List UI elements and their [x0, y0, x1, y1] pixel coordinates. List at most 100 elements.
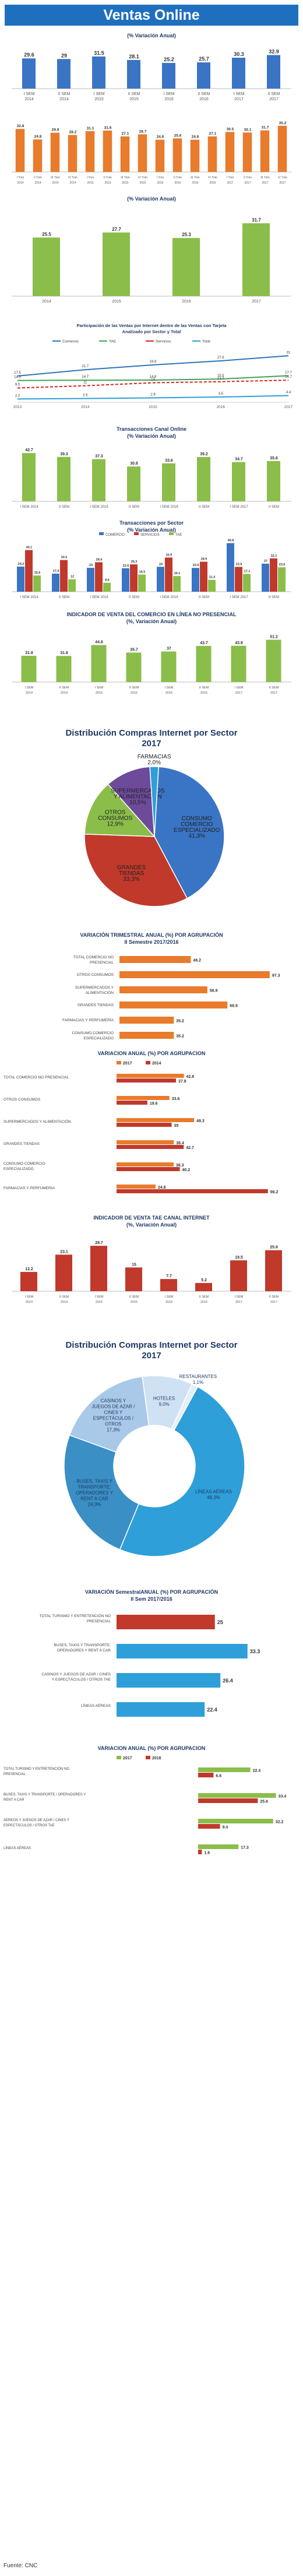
data-label: 97.3 — [272, 974, 280, 978]
data-label: 29.9 — [52, 128, 59, 132]
slice-label: 10,5% — [129, 799, 146, 806]
chart-annual-tae-by-group: VARIACION ANUAL (%) POR AGRUPACION 2017 20… — [3, 1745, 286, 1855]
tick-label: I SEM 2017 — [230, 596, 248, 599]
data-label: 28.7 — [139, 129, 147, 133]
bar — [196, 646, 212, 682]
data-label: 25.7 — [199, 56, 209, 62]
series-line — [17, 395, 289, 400]
chart-title: (%, Variación Anual) — [126, 1222, 177, 1228]
legend-label: COMERCIO — [105, 533, 125, 537]
tick-label: I SEM — [165, 686, 174, 690]
chart-panel-6: Transacciones por Sector (% Variación Anu… — [0, 519, 303, 606]
tick-label: II SEM — [199, 686, 209, 690]
bar — [85, 131, 95, 172]
chart-title: (%, Variación Anual) — [126, 618, 177, 624]
data-label: 9.4 — [223, 1826, 228, 1830]
data-label: 31.8 — [25, 651, 33, 655]
chart-title: INDICADOR DE VENTA TAE CANAL INTERNET — [93, 1215, 210, 1221]
data-label: 33.3 — [250, 1649, 260, 1654]
data-label: 31.5 — [94, 50, 104, 56]
legend-swatch — [169, 532, 174, 535]
bar — [117, 1078, 177, 1083]
tick-label: 2014 — [24, 97, 34, 101]
bar — [92, 459, 105, 501]
chart-title: 2017 — [142, 1351, 161, 1361]
chart-title: VARIACIÓN SemestralANUAL (%) POR AGRUPAC… — [85, 1589, 218, 1595]
bar — [260, 130, 270, 172]
slice-label: Y ALIMENTACIÓN — [114, 792, 162, 800]
chart-pie-distribution-1: Distribución Compras Internet por Sector… — [65, 728, 238, 907]
category-label: CASINOS Y JUEGOS DE AZAR / CINES — [41, 1672, 111, 1677]
slice-label: 2,0% — [147, 760, 161, 766]
data-label: 12.2 — [25, 1267, 33, 1271]
bar — [57, 59, 71, 89]
data-label: 33.6 — [172, 1097, 180, 1101]
data-label: 34.7 — [235, 458, 243, 462]
chart-title: Distribución Compras Internet por Sector — [65, 1340, 237, 1350]
pie-slice — [154, 766, 225, 899]
data-label: 14.7 — [285, 375, 292, 379]
bar — [265, 1250, 282, 1291]
data-label: 42.7 — [186, 1146, 194, 1150]
slice-label: 48,3% — [207, 1495, 220, 1500]
bar — [90, 1246, 107, 1291]
tick-label: 2014 — [81, 405, 90, 409]
pie-slice — [84, 834, 188, 907]
tick-label: II Trim — [104, 176, 112, 180]
data-label: 56.9 — [210, 989, 218, 993]
chart-title: Transacciones por Sector — [119, 520, 184, 526]
bar — [198, 1798, 258, 1803]
chart-title: Analizado por Sector y Total — [122, 329, 181, 335]
bar — [33, 237, 60, 296]
tick-label: 2014 — [26, 1301, 33, 1304]
data-label: 27 — [264, 560, 267, 563]
bar — [117, 1644, 248, 1658]
slice-label: ESPECIALIZADO — [174, 827, 220, 834]
bar — [270, 558, 277, 592]
legend-label: 2017 — [123, 1756, 132, 1760]
bar — [192, 568, 199, 592]
tick-label: 2015 — [87, 181, 93, 185]
bar — [208, 579, 216, 592]
data-label: 24.6 — [157, 135, 164, 139]
tick-label: II SEM — [269, 686, 279, 690]
data-label: 32.2 — [276, 1821, 284, 1825]
data-label: 17.7 — [285, 371, 292, 374]
data-label: 30.8 — [130, 462, 138, 466]
category-label: CONSUMO COMERCIO — [3, 1162, 45, 1166]
data-label: 14.5 — [14, 376, 21, 379]
bar — [117, 1140, 174, 1144]
bar — [126, 652, 142, 682]
tick-label: II SEM — [128, 92, 140, 96]
tick-label: 2015 — [131, 691, 138, 695]
chart-panel-9: VARIACIÓN TRIMESTRAL ANUAL (%) POR AGRUP… — [0, 930, 303, 1046]
chart-panel-11: INDICADOR DE VENTA TAE CANAL INTERNET (%,… — [0, 1213, 303, 1309]
legend-label: TAE — [175, 533, 182, 537]
bar — [103, 582, 111, 592]
data-label: 42.7 — [25, 448, 33, 452]
bar — [278, 567, 286, 592]
data-label: 26.3 — [131, 560, 138, 564]
data-label: 35.2 — [279, 121, 287, 125]
bar — [161, 651, 177, 682]
chart-title: (% Variación Anual) — [127, 196, 176, 202]
slice-label: CONSUMO — [182, 816, 212, 822]
bar — [227, 543, 234, 592]
data-label: 42.8 — [186, 1075, 195, 1079]
bar — [232, 57, 245, 89]
tick-label: 2016 — [200, 691, 207, 695]
tick-label: 2016 — [192, 181, 198, 185]
tick-label: II SEM — [198, 92, 210, 96]
tick-label: 2014 — [52, 181, 58, 185]
bar — [197, 62, 210, 89]
bar — [92, 56, 105, 89]
tick-label: 2015 — [139, 181, 146, 185]
data-label: 13.7 — [217, 377, 224, 381]
legend-label: Servicios — [156, 340, 171, 344]
data-label: 2.9 — [150, 393, 156, 397]
tick-label: II SEM — [269, 1295, 279, 1299]
tick-label: I SEM — [23, 92, 34, 96]
data-label: 27.1 — [209, 132, 217, 136]
chart-title: II Semestre 2017/2016 — [124, 939, 178, 945]
tick-label: II SEM — [129, 596, 139, 599]
